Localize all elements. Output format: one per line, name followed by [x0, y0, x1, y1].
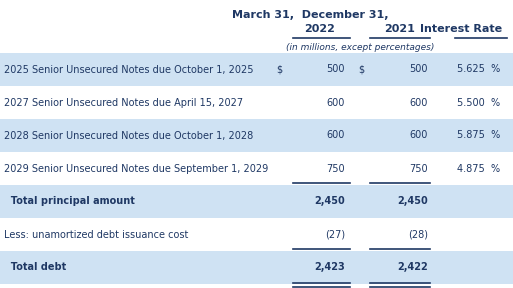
Bar — [0, 119, 513, 152]
Text: Total principal amount: Total principal amount — [4, 196, 135, 206]
Text: Interest Rate: Interest Rate — [420, 24, 502, 34]
Text: 600: 600 — [409, 98, 428, 107]
Text: 2028 Senior Unsecured Notes due October 1, 2028: 2028 Senior Unsecured Notes due October … — [4, 130, 253, 141]
Text: 2,450: 2,450 — [397, 196, 428, 206]
Text: March 31,  December 31,: March 31, December 31, — [232, 10, 388, 20]
Text: 2,422: 2,422 — [397, 262, 428, 272]
Text: $: $ — [276, 65, 282, 75]
Text: Total debt: Total debt — [4, 262, 66, 272]
Text: 2022: 2022 — [305, 24, 336, 34]
Text: (in millions, except percentages): (in millions, except percentages) — [286, 43, 434, 52]
Text: Less: unamortized debt issuance cost: Less: unamortized debt issuance cost — [4, 230, 188, 240]
Text: 2021: 2021 — [385, 24, 416, 34]
Bar — [0, 251, 513, 284]
Text: 4.875  %: 4.875 % — [457, 164, 500, 173]
Text: 5.875  %: 5.875 % — [457, 130, 500, 141]
Text: 500: 500 — [326, 65, 345, 75]
Text: 600: 600 — [327, 130, 345, 141]
Text: (27): (27) — [325, 230, 345, 240]
Text: (28): (28) — [408, 230, 428, 240]
Text: 750: 750 — [409, 164, 428, 173]
Bar — [0, 53, 513, 86]
Text: 2025 Senior Unsecured Notes due October 1, 2025: 2025 Senior Unsecured Notes due October … — [4, 65, 253, 75]
Text: 600: 600 — [409, 130, 428, 141]
Text: $: $ — [358, 65, 364, 75]
Bar — [0, 185, 513, 218]
Text: 5.500  %: 5.500 % — [457, 98, 500, 107]
Text: 600: 600 — [327, 98, 345, 107]
Text: 2,423: 2,423 — [314, 262, 345, 272]
Text: 750: 750 — [326, 164, 345, 173]
Text: 2,450: 2,450 — [314, 196, 345, 206]
Text: 2027 Senior Unsecured Notes due April 15, 2027: 2027 Senior Unsecured Notes due April 15… — [4, 98, 243, 107]
Text: 5.625  %: 5.625 % — [457, 65, 500, 75]
Text: 2029 Senior Unsecured Notes due September 1, 2029: 2029 Senior Unsecured Notes due Septembe… — [4, 164, 268, 173]
Text: 500: 500 — [409, 65, 428, 75]
